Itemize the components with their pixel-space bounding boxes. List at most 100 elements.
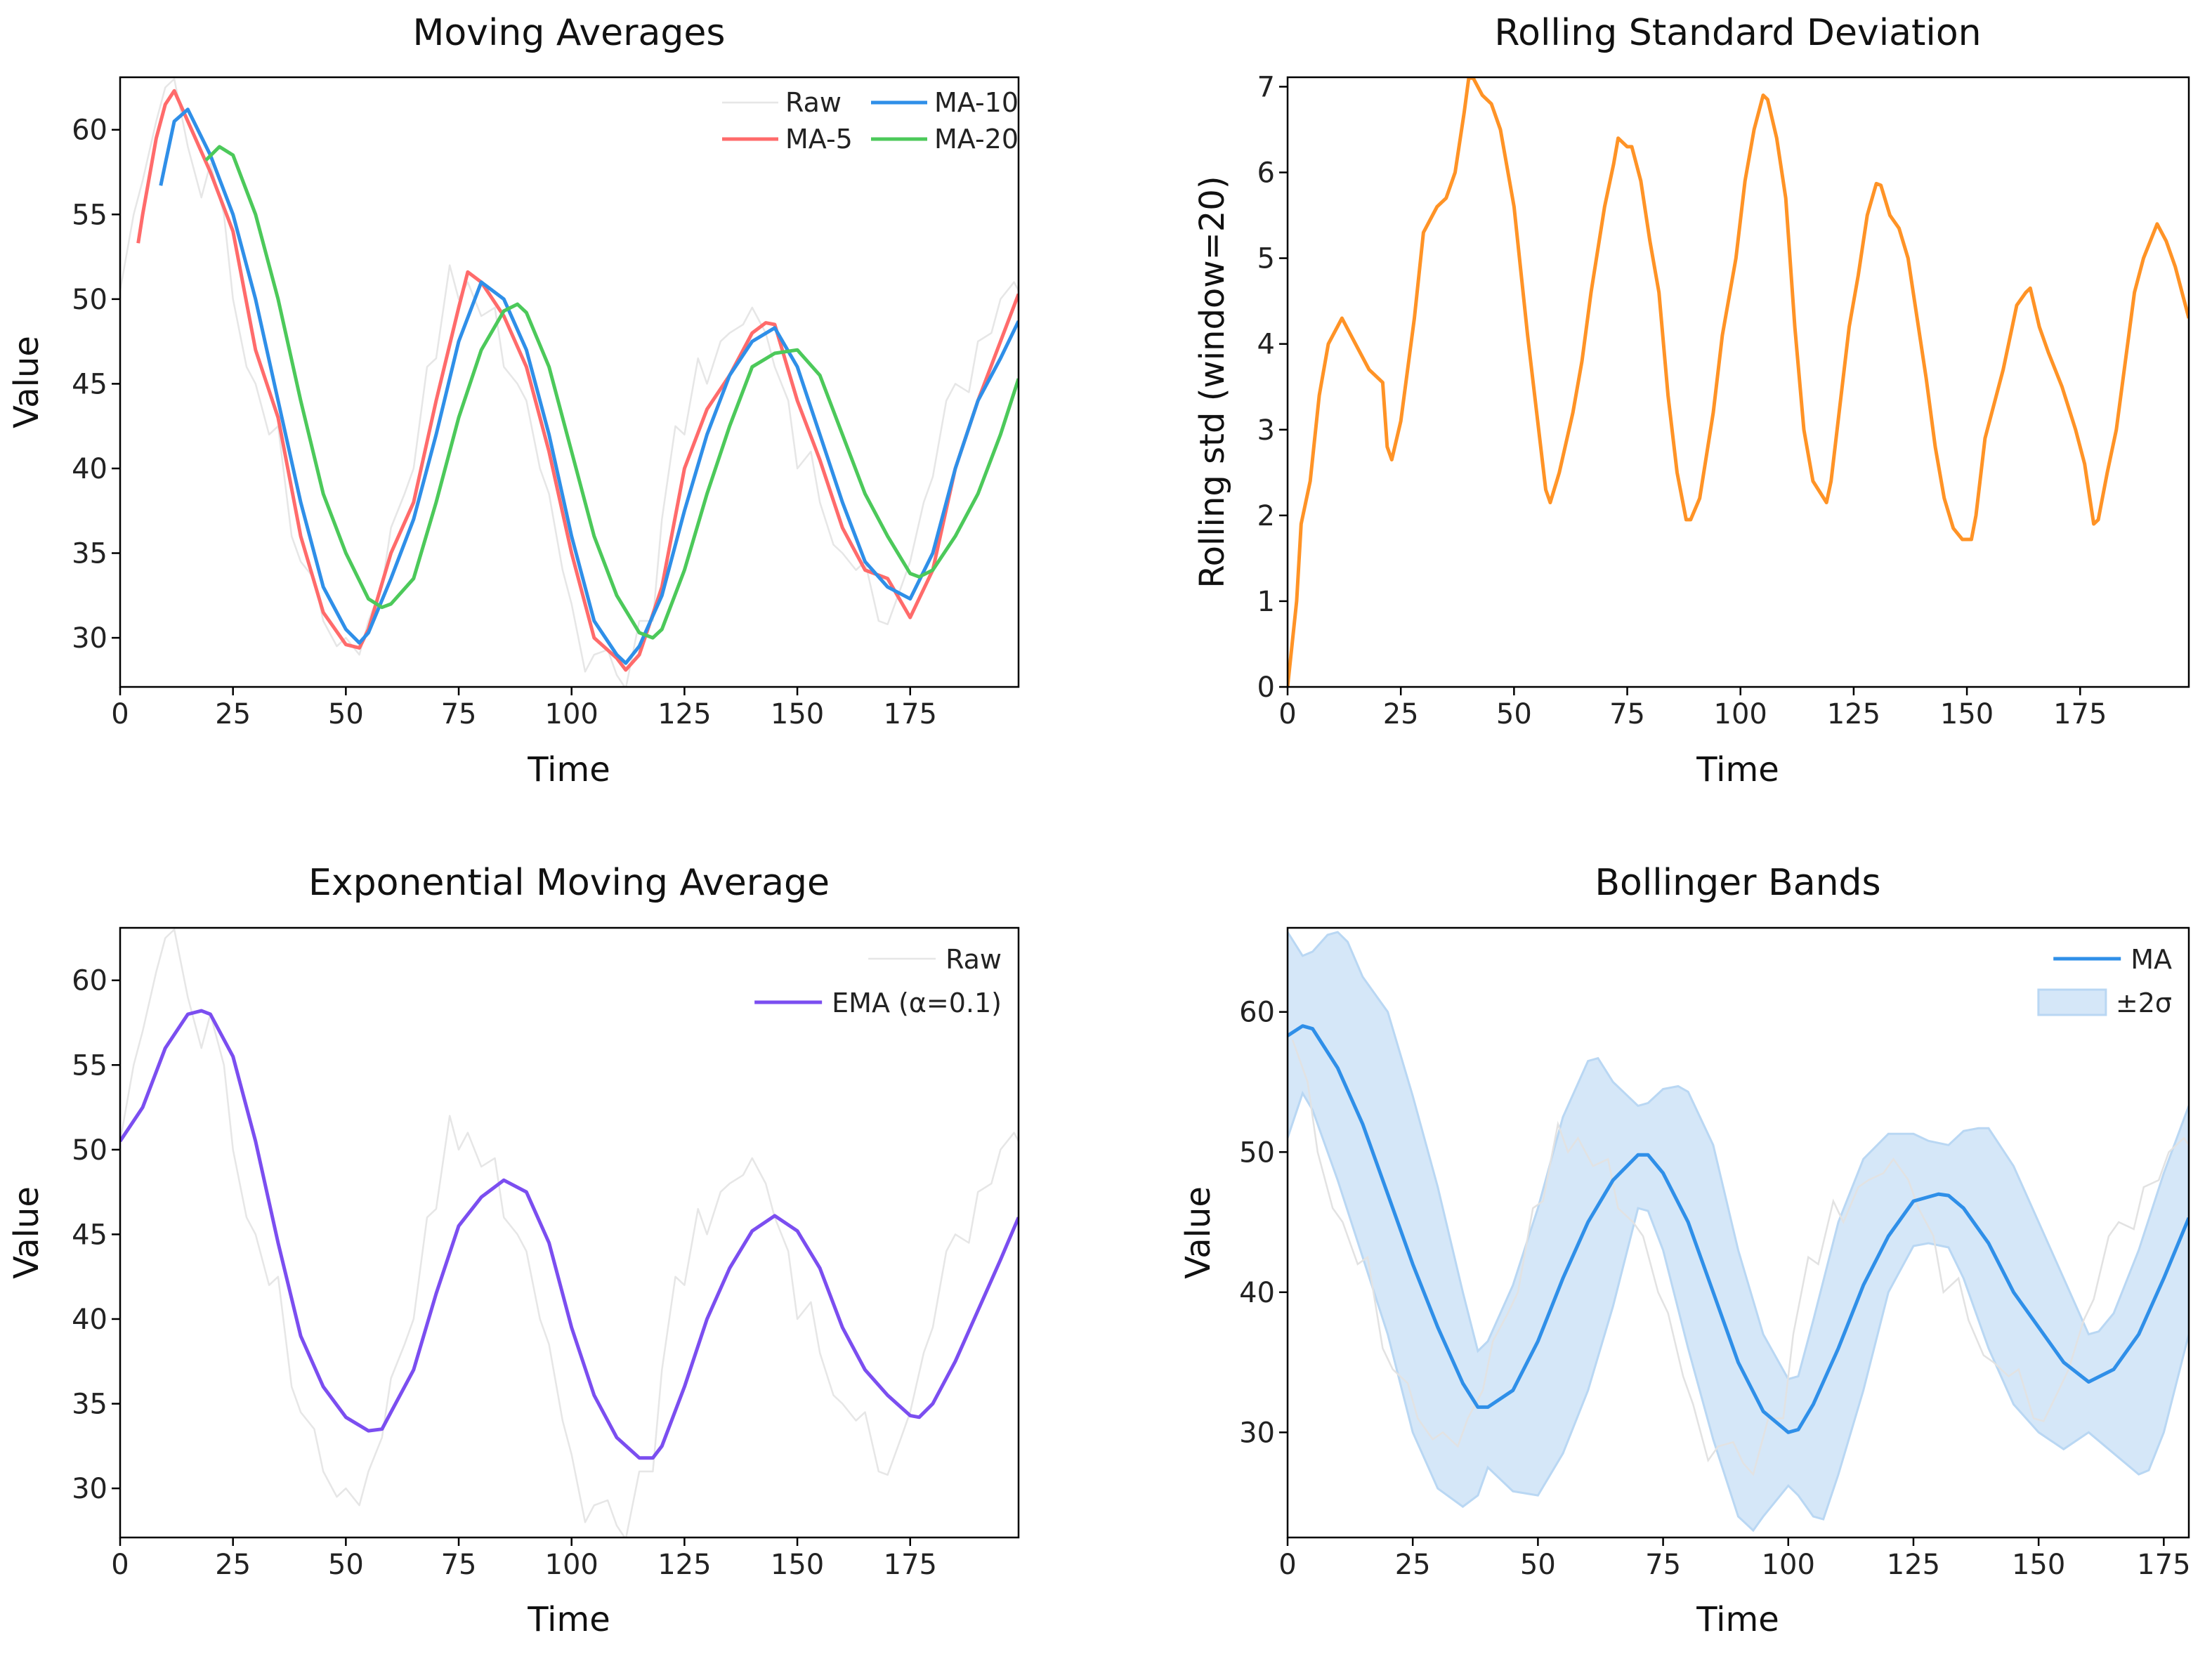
panel-moving-averages: Moving Averages Time Value 0 25 50 75 100 125…: [7, 12, 1020, 789]
plot-frame: [119, 926, 1020, 1539]
series-ma-10: [159, 107, 1019, 665]
x-tick-label: 75: [1645, 1549, 1681, 1581]
y-tick-label: 35: [72, 1389, 107, 1421]
plot-frame: [119, 76, 1020, 688]
x-tick-label: 50: [328, 698, 364, 730]
x-tick-label: 25: [1383, 698, 1419, 730]
y-tick-label: 0: [1257, 671, 1275, 704]
x-tick-label: 50: [1520, 1549, 1556, 1581]
x-tick-label: 75: [441, 698, 477, 730]
y-tick-label: 45: [72, 368, 107, 400]
x-tick-label: 50: [1496, 698, 1532, 730]
y-tick-label: 30: [1239, 1417, 1275, 1449]
plot-area: [120, 78, 1019, 687]
legend: Raw EMA (α=0.1): [754, 944, 1002, 1018]
legend-label: Raw: [945, 944, 1002, 975]
y-tick-label: 40: [72, 1304, 107, 1336]
plot-area: [1288, 77, 2189, 687]
series-raw: [120, 78, 1019, 687]
legend-label: Raw: [785, 87, 842, 118]
y-tick-label: 60: [1239, 997, 1275, 1029]
x-tick-label: 100: [545, 698, 598, 730]
y-tick-label: 60: [72, 965, 107, 997]
legend-label: MA-10: [934, 87, 1019, 118]
series-line: [1288, 77, 2189, 687]
x-tick-label: 100: [1762, 1549, 1815, 1581]
y-tick-label: 3: [1257, 414, 1275, 447]
legend-label: EMA (α=0.1): [832, 988, 1002, 1018]
y-tick-label: 4: [1257, 329, 1275, 361]
plot-area: [120, 929, 1019, 1537]
legend-label: ±2σ: [2116, 988, 2172, 1018]
x-tick-label: 150: [771, 698, 824, 730]
x-tick-label: 100: [1714, 698, 1767, 730]
y-tick-label: 55: [72, 1049, 107, 1082]
x-tick-label: 175: [2053, 698, 2107, 730]
y-tick-label: 45: [72, 1219, 107, 1251]
chart-title: Bollinger Bands: [1595, 862, 1880, 904]
series-raw: [120, 929, 1019, 1537]
legend: Raw MA-5 MA-10 MA-20: [722, 87, 1019, 155]
y-axis-label: Value: [7, 336, 46, 428]
plot-frame: [1286, 926, 2190, 1539]
y-tick-label: 40: [72, 453, 107, 485]
panel-ema: Exponential Moving Average Time Value 0 2…: [7, 862, 1020, 1639]
y-axis-label: Value: [7, 1186, 46, 1279]
x-tick-label: 0: [111, 698, 129, 730]
x-tick-label: 150: [1940, 698, 1994, 730]
x-tick-label: 0: [111, 1549, 129, 1581]
x-axis-label: Time: [1696, 1600, 1779, 1639]
plot-frame: [1286, 76, 2190, 688]
x-tick-label: 0: [1278, 1549, 1296, 1581]
legend-swatch: [2037, 988, 2107, 1016]
y-tick-label: 1: [1257, 586, 1275, 618]
x-axis-label: Time: [527, 1600, 610, 1639]
series-ma: [1288, 1024, 2189, 1434]
x-tick-label: 50: [328, 1549, 364, 1581]
y-tick-label: 30: [72, 1473, 107, 1505]
plot-area: [1288, 930, 2189, 1533]
chart-title: Exponential Moving Average: [308, 862, 830, 904]
y-axis-label: Rolling std (window=20): [1193, 176, 1232, 588]
series-ema-0-1-: [120, 1009, 1019, 1460]
x-tick-label: 25: [215, 698, 251, 730]
x-tick-label: 0: [1278, 698, 1296, 730]
y-tick-label: 60: [72, 114, 107, 147]
x-tick-label: 25: [1395, 1549, 1431, 1581]
bollinger-band: [1288, 930, 2189, 1533]
x-tick-label: 125: [1827, 698, 1880, 730]
y-axis-label: Value: [1179, 1186, 1218, 1279]
y-tick-label: 50: [72, 284, 107, 316]
series-ma-5: [136, 88, 1019, 672]
x-tick-label: 125: [657, 1549, 711, 1581]
x-tick-label: 125: [657, 698, 711, 730]
x-axis-label: Time: [527, 750, 610, 789]
y-tick-label: 55: [72, 199, 107, 231]
series-raw: [1291, 1040, 2189, 1476]
x-tick-label: 75: [441, 1549, 477, 1581]
panel-rolling-std: Rolling Standard Deviation Time Rolling …: [1193, 12, 2190, 789]
y-tick-label: 2: [1257, 500, 1275, 532]
legend-label: MA-5: [785, 124, 853, 155]
y-tick-label: 50: [72, 1134, 107, 1167]
panel-bollinger: Bollinger Bands Time Value 0 25 50 75 100 125…: [1179, 862, 2191, 1639]
chart-title: Moving Averages: [412, 12, 725, 54]
x-tick-label: 25: [215, 1549, 251, 1581]
x-tick-label: 100: [545, 1549, 598, 1581]
x-tick-label: 75: [1609, 698, 1645, 730]
legend: MA ±2σ: [2037, 944, 2172, 1018]
legend-label: MA: [2131, 944, 2172, 975]
x-tick-label: 175: [884, 1549, 937, 1581]
x-tick-label: 175: [2137, 1549, 2190, 1581]
x-tick-label: 175: [884, 698, 937, 730]
y-tick-label: 35: [72, 538, 107, 570]
series-ma-20: [204, 145, 1019, 640]
y-tick-label: 6: [1257, 157, 1275, 190]
y-tick-label: 40: [1239, 1277, 1275, 1309]
x-axis-label: Time: [1696, 750, 1779, 789]
x-tick-label: 125: [1887, 1549, 1940, 1581]
x-tick-label: 150: [2012, 1549, 2065, 1581]
legend-label: MA-20: [934, 124, 1019, 155]
y-tick-label: 50: [1239, 1136, 1275, 1169]
